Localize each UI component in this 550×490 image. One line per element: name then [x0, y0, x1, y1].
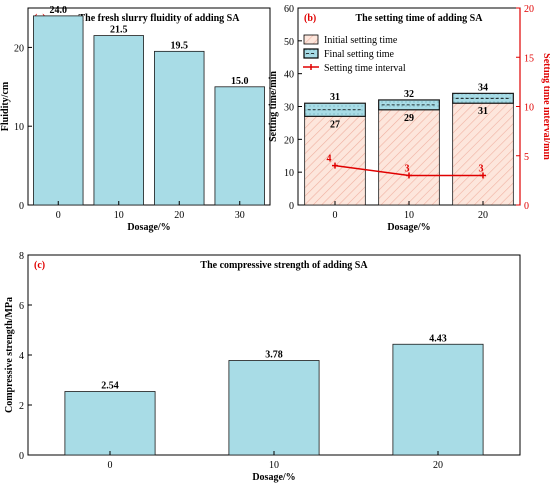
- chart-title: The compressive strength of adding SA: [200, 260, 368, 271]
- interval-value-label: 4: [327, 154, 332, 165]
- bar: [64, 391, 156, 456]
- bar-initial: [304, 115, 366, 206]
- bar-initial-value-label: 29: [404, 113, 414, 124]
- x-tick-label: 0: [56, 210, 61, 221]
- x-tick-label: 0: [333, 210, 338, 221]
- plot-frame: [27, 7, 271, 206]
- y-axis-label: Compressive strength/MPa: [4, 297, 15, 413]
- bar: [214, 86, 265, 206]
- y-tick-label: 60: [284, 4, 294, 15]
- y-tick-label: 6: [19, 301, 24, 312]
- y-tick-label: 30: [284, 103, 294, 114]
- y-right-tick-label: 0: [524, 201, 529, 212]
- x-tick-label: 0: [108, 460, 113, 471]
- interval-value-label: 3: [405, 163, 410, 174]
- y-right-tick-label: 5: [524, 152, 529, 163]
- x-tick-label: 10: [114, 210, 124, 221]
- bar: [228, 360, 320, 456]
- x-axis-label: Dosage/%: [387, 222, 430, 233]
- bar-final-value-label: 31: [330, 92, 340, 103]
- y-right-tick-label: 10: [524, 103, 534, 114]
- y-axis-label: Fluidity/cm: [0, 81, 11, 131]
- y-tick-label: 0: [19, 451, 24, 462]
- bar-final-value-label: 34: [478, 82, 488, 93]
- bar-value-label: 21.5: [110, 25, 128, 36]
- bar-value-label: 4.43: [429, 333, 447, 344]
- y-tick-label: 2: [19, 401, 24, 412]
- x-axis-label: Dosage/%: [252, 472, 295, 483]
- bar: [154, 50, 205, 206]
- x-tick-label: 20: [478, 210, 488, 221]
- y-tick-label: 10: [284, 168, 294, 179]
- x-tick-label: 20: [174, 210, 184, 221]
- x-tick-label: 20: [433, 460, 443, 471]
- y-tick-label: 10: [14, 122, 24, 133]
- legend-label-final: Final setting time: [324, 49, 395, 60]
- interval-value-label: 3: [479, 163, 484, 174]
- legend-swatch-initial: [303, 34, 319, 45]
- bar-final-value-label: 32: [404, 89, 414, 100]
- y-tick-label: 50: [284, 37, 294, 48]
- bar: [33, 15, 84, 206]
- bar-initial: [452, 102, 514, 206]
- bar-initial-value-label: 31: [478, 106, 488, 117]
- bar: [93, 35, 144, 206]
- chart-title: The fresh slurry fluidity of adding SA: [79, 13, 241, 24]
- x-tick-label: 10: [404, 210, 414, 221]
- bar-initial: [378, 109, 440, 206]
- legend-label-interval: Setting time interval: [324, 63, 406, 74]
- bar-value-label: 15.0: [231, 76, 249, 87]
- y-tick-label: 20: [284, 135, 294, 146]
- x-tick-label: 10: [269, 460, 279, 471]
- bar-initial-value-label: 27: [330, 119, 340, 130]
- y-tick-label: 20: [14, 43, 24, 54]
- y-right-axis-label: Setting time interval/min: [541, 53, 550, 160]
- chart-title: The setting time of adding SA: [356, 13, 484, 24]
- y-tick-label: 40: [284, 70, 294, 81]
- bar: [392, 343, 484, 456]
- bar-value-label: 3.78: [265, 350, 283, 361]
- panel-label: (b): [304, 13, 316, 24]
- panel-label: (c): [34, 260, 45, 271]
- legend-label-initial: Initial setting time: [324, 35, 398, 46]
- x-tick-label: 30: [235, 210, 245, 221]
- bar-value-label: 2.54: [101, 381, 119, 392]
- y-tick-label: 8: [19, 251, 24, 262]
- y-tick-label: 4: [19, 351, 24, 362]
- bar-value-label: 24.0: [50, 5, 68, 16]
- y-right-tick-label: 20: [524, 4, 534, 15]
- y-right-tick-label: 15: [524, 53, 534, 64]
- bar-value-label: 19.5: [171, 40, 189, 51]
- y-tick-label: 0: [19, 201, 24, 212]
- x-axis-label: Dosage/%: [127, 222, 170, 233]
- y-tick-label: 0: [289, 201, 294, 212]
- y-axis-label: Setting time/min: [268, 71, 279, 142]
